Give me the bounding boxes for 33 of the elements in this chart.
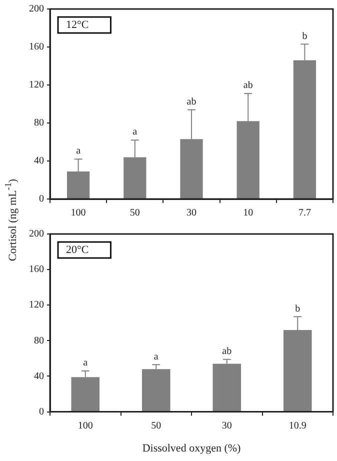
x-axis-title: Dissolved oxygen (%)	[142, 442, 242, 454]
y-tick-label: 120	[29, 300, 44, 311]
annotation: a	[83, 358, 88, 369]
x-tick-label: 10.9	[288, 420, 306, 432]
y-tick-label: 120	[29, 80, 44, 91]
y-tick-label: 80	[34, 335, 44, 346]
text: 20°C	[66, 244, 89, 256]
x-tick-label: 30	[222, 420, 232, 432]
annotation: b	[302, 30, 308, 42]
annotation: b	[295, 303, 300, 314]
x-tick-label: 30	[186, 208, 196, 219]
y-tick-label: 0	[39, 194, 44, 205]
y-tick-label: 0	[39, 406, 44, 418]
y-tick-label: 160	[29, 42, 44, 53]
y-tick-label: 40	[34, 370, 44, 382]
y-tick-label: 160	[29, 264, 44, 276]
annotation: a	[132, 126, 138, 138]
y-tick-label: 40	[34, 156, 44, 167]
y-tick-label: 200	[29, 228, 44, 240]
x-tick-label: 100	[70, 208, 86, 219]
x-tick-label: 50	[151, 420, 162, 432]
x-tick-label: 7.7	[298, 208, 311, 219]
y-tick-label: 200	[29, 4, 44, 15]
x-tick-label: 10	[243, 208, 254, 219]
annotation: a	[154, 351, 159, 362]
x-tick-label: 50	[130, 208, 140, 219]
annotation: ab	[222, 346, 232, 357]
annotation: a	[76, 146, 82, 157]
x-tick-label: 100	[78, 420, 93, 432]
annotation: ab	[186, 96, 196, 108]
text: 12°C	[66, 18, 89, 31]
annotation: ab	[243, 80, 253, 92]
y-tick-label: 80	[34, 118, 44, 129]
